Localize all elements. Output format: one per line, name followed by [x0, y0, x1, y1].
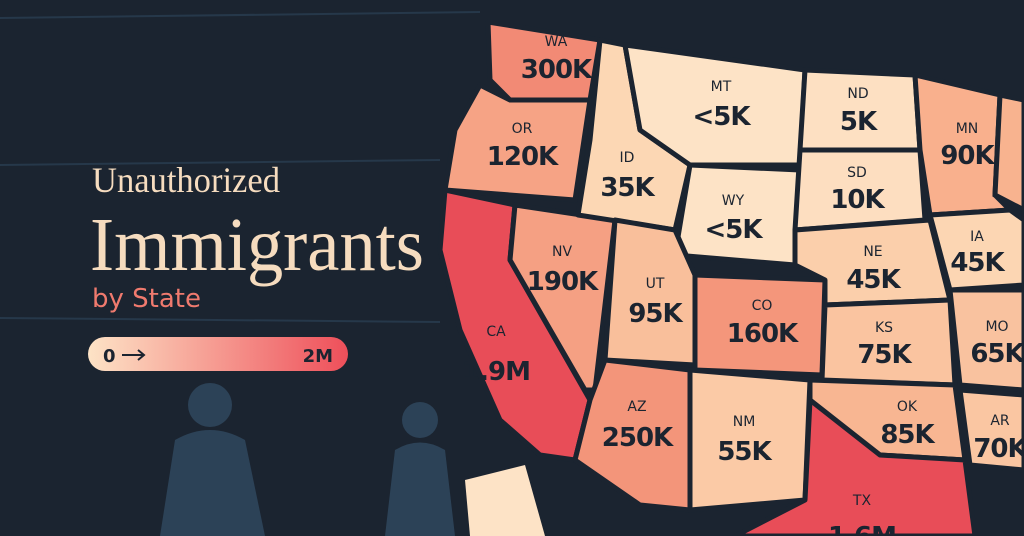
- state-value: 55K: [717, 437, 772, 467]
- state-value: 85K: [880, 420, 935, 450]
- legend-max: 2M: [303, 346, 333, 367]
- state-abbr: WA: [545, 34, 568, 50]
- state-value: 1.6M: [828, 522, 896, 536]
- legend-min: 0: [103, 346, 116, 367]
- state-value: 45K: [950, 248, 1005, 278]
- state-abbr: KS: [875, 320, 893, 336]
- state-abbr: AR: [990, 413, 1010, 429]
- state-abbr: OK: [897, 399, 918, 415]
- state-abbr: NE: [863, 244, 882, 260]
- state-abbr: MO: [985, 319, 1008, 335]
- state-abbr: ND: [847, 86, 868, 102]
- state-shape: [602, 217, 698, 368]
- legend-arrow: [122, 349, 146, 361]
- state-shape: [992, 91, 1024, 213]
- state-value: 35K: [600, 173, 655, 203]
- state-abbr: MN: [956, 121, 979, 137]
- state-value: 300K: [521, 55, 593, 85]
- state-abbr: OR: [512, 121, 533, 137]
- state-value: 95K: [628, 299, 683, 329]
- state-abbr: SD: [847, 165, 867, 181]
- state-value: 75K: [857, 340, 912, 370]
- state-shape: [442, 82, 593, 203]
- state-abbr: TX: [852, 493, 872, 509]
- state-value: 120K: [487, 142, 559, 172]
- state-shape: [927, 207, 1024, 293]
- state-value: 70K: [973, 434, 1024, 464]
- state-abbr: NM: [733, 414, 756, 430]
- barbed-wire: [0, 11, 481, 323]
- state-value: 65K: [970, 339, 1024, 369]
- state-value: 1.9M: [462, 357, 530, 387]
- title-line2: Immigrants: [90, 203, 424, 287]
- state-value: 90K: [940, 141, 995, 171]
- state-value: 250K: [602, 423, 674, 453]
- state-abbr: IA: [970, 229, 984, 245]
- state-shape: [957, 387, 1024, 473]
- subtitle: by State: [92, 284, 201, 314]
- state-abbr: AZ: [627, 399, 646, 415]
- legend-bar: [88, 337, 348, 371]
- state-value: 5K: [840, 107, 878, 137]
- state-abbr: ID: [620, 150, 635, 166]
- state-abbr: NV: [552, 244, 572, 260]
- state-abbr: UT: [646, 276, 665, 292]
- silhouettes: [160, 383, 455, 536]
- states: WA 300K OR 120K CA 1.9M NV 190K ID 35K MT <5K WY <5K U…: [437, 19, 1024, 536]
- state-abbr: WY: [722, 193, 745, 209]
- state-shape: [732, 397, 978, 536]
- state-value: 10K: [830, 185, 885, 215]
- mexico-land: [465, 465, 545, 536]
- state-value: 160K: [727, 319, 799, 349]
- state-value: <5K: [692, 102, 751, 132]
- state-value: <5K: [704, 215, 763, 245]
- title-line1: Unauthorized: [92, 160, 280, 200]
- state-abbr: CA: [486, 324, 506, 340]
- state-abbr: CO: [752, 298, 773, 314]
- state-abbr: MT: [711, 79, 732, 95]
- state-value: 190K: [527, 267, 599, 297]
- state-value: 45K: [846, 265, 901, 295]
- state-shape: [947, 287, 1024, 393]
